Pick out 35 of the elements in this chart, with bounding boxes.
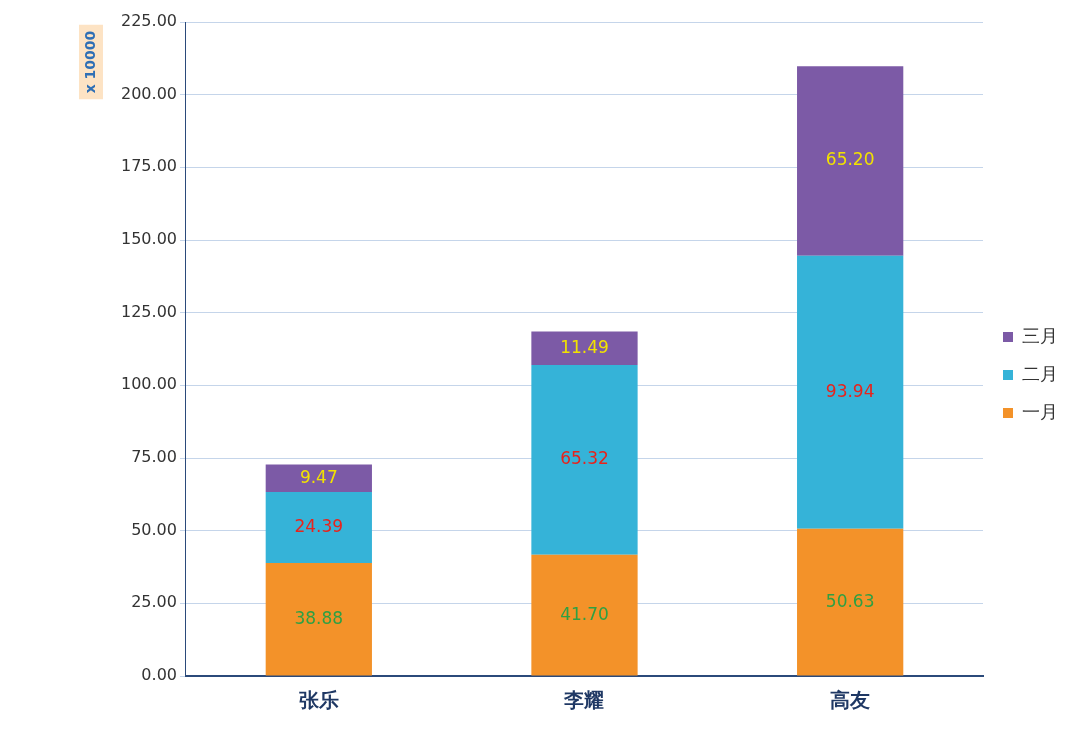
y-tick-label: 0.00	[141, 665, 177, 685]
data-label: 50.63	[825, 590, 875, 611]
bar	[265, 492, 372, 563]
y-tick-label: 175.00	[121, 156, 177, 176]
bar	[265, 464, 372, 493]
y-tick-label: 225.00	[121, 11, 177, 31]
legend-label: 二月	[1022, 362, 1058, 384]
data-label: 65.32	[560, 448, 609, 469]
bar	[531, 331, 638, 365]
y-tick-label: 200.00	[121, 83, 177, 103]
y-tick-label: 25.00	[131, 592, 177, 612]
data-label: 93.94	[825, 380, 875, 401]
y-tick-label: 50.00	[131, 519, 177, 539]
bar	[265, 562, 372, 676]
data-label: 24.39	[294, 515, 344, 536]
legend-label: 一月	[1022, 400, 1058, 422]
data-label: 38.88	[294, 607, 344, 628]
data-label: 11.49	[560, 336, 609, 357]
y-tick-label: 150.00	[121, 229, 177, 249]
y-axis-title: x 10000	[81, 30, 98, 94]
bar	[797, 528, 904, 676]
y-tick-label: 125.00	[121, 301, 177, 321]
bar	[797, 66, 904, 256]
data-label: 65.20	[825, 149, 875, 170]
data-label: 41.70	[560, 603, 609, 624]
x-tick-label: 张乐	[298, 688, 339, 713]
y-tick-label: 100.00	[121, 374, 177, 394]
x-tick-label: 李耀	[563, 688, 605, 713]
bar	[531, 364, 638, 555]
y-tick-label: 75.00	[131, 447, 177, 467]
bar	[797, 255, 904, 529]
data-label: 9.47	[299, 466, 338, 487]
bar	[531, 554, 638, 676]
x-tick-label: 高友	[830, 688, 871, 713]
legend-label: 三月	[1022, 324, 1058, 346]
